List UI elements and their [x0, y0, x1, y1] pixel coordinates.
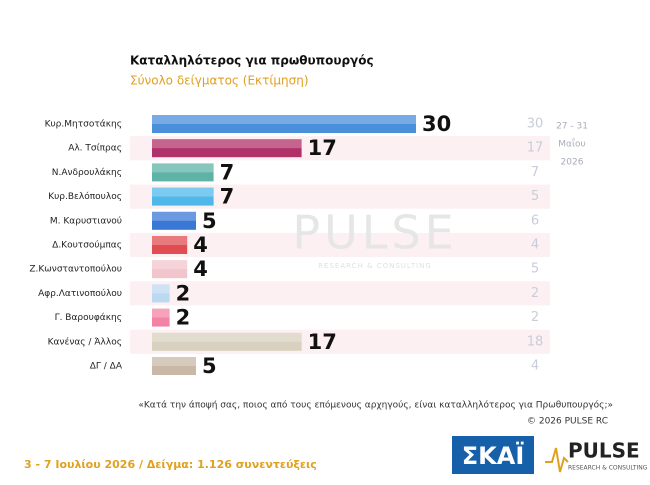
previous-header: 27 - 31 — [556, 122, 588, 132]
fieldwork: 3 - 7 Ιουλίου 2026 / Δείγμα: 1.126 συνεν… — [24, 458, 317, 471]
row-band — [130, 281, 550, 306]
watermark-title: PULSE — [292, 206, 457, 260]
previous-value: 18 — [527, 334, 544, 349]
skai-logo: ΣΚΑΪ — [462, 441, 525, 470]
bar-shine — [152, 211, 196, 221]
value-label: 17 — [308, 330, 337, 354]
bar-shine — [152, 115, 416, 124]
bar-shine — [152, 284, 170, 294]
previous-value: 2 — [531, 310, 539, 325]
previous-value: 4 — [531, 238, 539, 253]
value-label: 7 — [220, 160, 235, 184]
bar — [152, 308, 170, 327]
category-label: Κυρ.Μητσοτάκης — [45, 120, 122, 130]
bar — [152, 187, 214, 206]
category-label: Κανένας / Άλλος — [48, 336, 122, 347]
bar — [152, 139, 302, 158]
category-label: ΔΓ / ΔΑ — [90, 362, 123, 372]
bar — [152, 260, 188, 279]
bar — [152, 332, 302, 351]
bar-shine — [152, 260, 188, 270]
bar-shine — [152, 308, 170, 318]
value-label: 5 — [202, 209, 217, 233]
previous-value: 7 — [531, 165, 539, 180]
bar — [152, 163, 214, 182]
bar-shine — [152, 139, 302, 149]
value-label: 2 — [176, 281, 191, 305]
value-label: 5 — [202, 354, 217, 378]
previous-header: Μαΐου — [558, 138, 585, 150]
pulse-logo-wave — [545, 447, 569, 473]
pulse-logo: PULSE — [568, 439, 640, 463]
chart-subtitle: Σύνολο δείγματος (Εκτίμηση) — [130, 74, 309, 88]
value-label: 2 — [176, 306, 191, 330]
bar — [152, 357, 196, 375]
bar — [152, 236, 188, 254]
copyright: © 2026 PULSE RC — [527, 417, 608, 427]
question: «Κατά την άποψή σας, ποιος από τους επόμ… — [138, 400, 613, 411]
previous-value: 6 — [531, 213, 539, 228]
watermark-subtitle: RESEARCH & CONSULTING — [318, 262, 432, 270]
previous-value: 5 — [531, 262, 539, 277]
skai-logo-bg — [452, 436, 534, 474]
previous-value: 5 — [531, 189, 539, 204]
bar-shine — [152, 163, 214, 173]
chart-title: Καταλληλότερος για πρωθυπουργός — [130, 54, 374, 68]
value-label: 30 — [422, 112, 451, 136]
value-label: 4 — [193, 257, 208, 281]
category-label: Ζ.Κωνσταντοπούλου — [29, 264, 122, 275]
row-band — [130, 232, 550, 258]
value-label: 7 — [220, 185, 235, 209]
bar — [152, 211, 196, 230]
bar — [152, 115, 416, 133]
category-label: Δ.Κουτσούμπας — [52, 240, 122, 251]
value-label: 4 — [193, 233, 208, 257]
category-label: Αφρ.Λατινοπούλου — [38, 288, 122, 299]
pulse-logo-sub: RESEARCH & CONSULTING — [568, 465, 648, 472]
previous-value: 2 — [531, 286, 539, 301]
category-label: Γ. Βαρουφάκης — [55, 313, 122, 323]
category-label: Ν.Ανδρουλάκης — [52, 168, 122, 178]
category-label: Αλ. Τσίπρας — [68, 144, 122, 154]
bar-shine — [152, 357, 196, 366]
previous-value: 4 — [531, 359, 539, 374]
bar-shine — [152, 187, 214, 197]
value-label: 17 — [308, 136, 337, 160]
bar-shine — [152, 236, 188, 245]
previous-value: 17 — [527, 141, 544, 156]
category-label: Κυρ.Βελόπουλος — [48, 191, 122, 202]
bar-shine — [152, 332, 302, 342]
category-label: Μ. Καρυστιανού — [50, 215, 122, 226]
previous-value: 30 — [527, 117, 544, 132]
previous-header: 2026 — [561, 158, 584, 168]
bar — [152, 284, 170, 303]
